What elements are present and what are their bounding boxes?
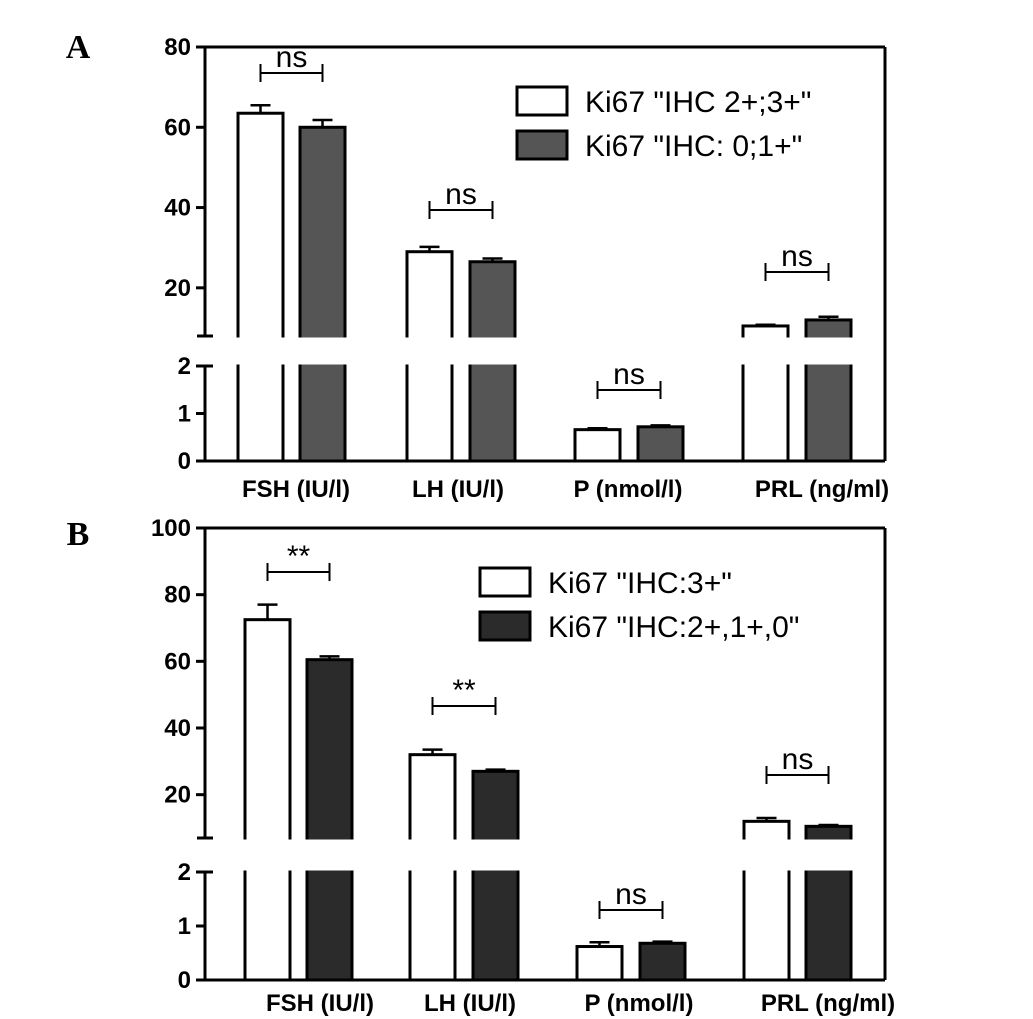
bar [305,658,354,982]
axis-break-gap [571,337,687,365]
legend-label: Ki67 "IHC 2+;3+" [585,86,811,119]
y-tick-label: 80 [164,582,191,609]
axis-break-gap [403,337,519,365]
legend-swatch [478,566,532,598]
axis-break-gap [234,337,349,365]
category-label: P (nmol/l) [574,476,683,503]
y-tick-label: 2 [178,353,191,380]
bar [575,945,624,982]
category-label: PRL (ng/ml) [755,476,889,503]
y-tick-label: 20 [164,782,191,809]
y-tick-label: 0 [178,967,191,994]
y-tick-label: 0 [178,448,191,475]
category-label: PRL (ng/ml) [761,990,895,1017]
bar [573,428,622,463]
axis-break-gap [739,337,855,365]
significance-label: ns [613,358,645,391]
category-label: LH (IU/l) [424,990,516,1017]
bar [243,618,292,982]
legend-swatch [515,129,569,161]
bar [298,125,347,463]
legend-swatch [478,610,532,642]
y-tick-label: 40 [164,715,191,742]
category-label: P (nmol/l) [585,990,694,1017]
category-label: FSH (IU/l) [242,476,350,503]
legend-label: Ki67 "IHC: 0;1+" [585,130,802,163]
significance-label: ** [452,674,476,707]
y-tick-label: 1 [178,913,191,940]
y-tick-label: 60 [164,114,191,141]
legend-swatch [515,85,569,117]
y-tick-label: 60 [164,648,191,675]
y-tick-label: 20 [164,275,191,302]
y-tick-label: 100 [151,515,191,542]
significance-label: ** [287,540,311,573]
axis-break-gap [573,839,689,871]
panel-label: B [67,516,90,553]
chart-panel-A: A 0 1 2 20 40 60 80 ns FSH (IU/l) ns LH (IU/l) ns P (… [66,29,889,503]
category-label: FSH (IU/l) [266,990,374,1017]
significance-label: ns [782,743,814,776]
significance-label: ns [276,41,308,74]
panel-label: A [66,29,91,66]
y-tick-label: 2 [178,859,191,886]
bar [638,941,687,982]
axis-break-gap [241,839,356,871]
axis-break-gap [406,839,522,871]
category-label: LH (IU/l) [412,476,504,503]
chart-panel-B: B 0 1 2 20 40 60 80 100 ** FSH (IU/l) ** LH (IU/l) ns… [67,515,895,1017]
y-tick-label: 40 [164,195,191,222]
legend-label: Ki67 "IHC:3+" [548,567,732,600]
significance-label: ns [615,878,647,911]
bar [636,425,685,463]
legend-label: Ki67 "IHC:2+,1+,0" [548,611,799,644]
axis-break-gap [740,839,855,871]
significance-label: ns [445,178,477,211]
bar [471,769,520,982]
significance-label: ns [781,240,813,273]
y-tick-label: 1 [178,401,191,428]
y-tick-label: 80 [164,34,191,61]
bar [236,111,285,463]
